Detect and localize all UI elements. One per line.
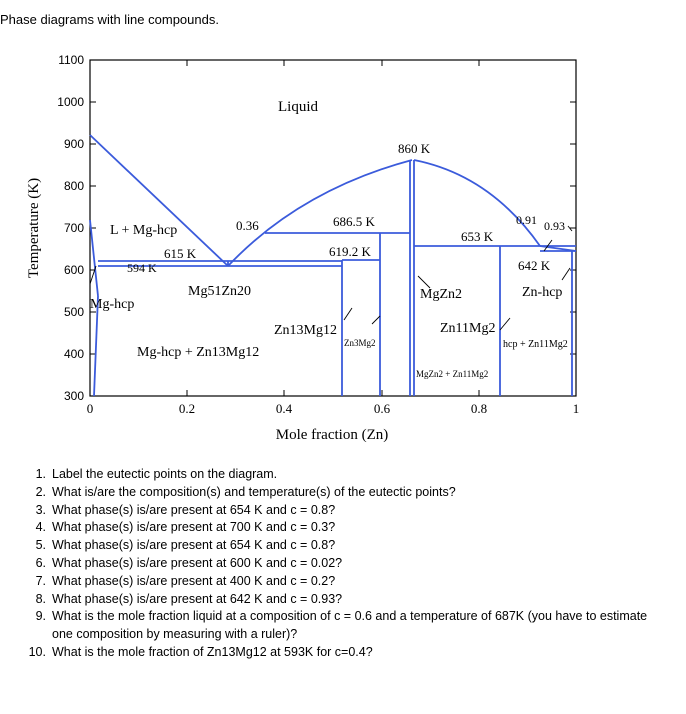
y-axis-title: Temperature (K) xyxy=(26,178,42,278)
x-ticks xyxy=(186,60,480,396)
y-tick-label: 1100 xyxy=(58,53,84,67)
leader-lines xyxy=(89,225,573,331)
y-tick-label: 700 xyxy=(64,221,84,235)
phase-diagram: 1100 1000 900 800 700 600 500 400 300 0 … xyxy=(26,53,580,443)
question-item: 4. What phase(s) is/are present at 700 K … xyxy=(20,519,660,537)
label-zn3mg2: Zn3Mg2 xyxy=(344,338,376,348)
y-tick-label: 800 xyxy=(64,179,84,193)
label-zn-hcp: Zn-hcp xyxy=(522,285,562,300)
label-0-36: 0.36 xyxy=(236,218,259,233)
label-zn11mg2: Zn11Mg2 xyxy=(440,321,495,336)
y-tick-label: 900 xyxy=(64,137,84,151)
question-text: What phase(s) is/are present at 654 K an… xyxy=(52,502,336,517)
label-686-5k: 686.5 K xyxy=(333,214,376,229)
question-text: Label the eutectic points on the diagram… xyxy=(52,467,278,481)
label-594k: 594 K xyxy=(127,261,157,275)
question-number: 2. xyxy=(35,484,46,499)
question-text: What phase(s) is/are present at 642 K an… xyxy=(52,591,343,606)
question-text: What is/are the composition(s) and tempe… xyxy=(52,484,456,499)
label-liquid: Liquid xyxy=(278,99,318,115)
label-mg51zn20: Mg51Zn20 xyxy=(188,284,251,299)
question-item: 10. What is the mole fraction of Zn13Mg12… xyxy=(20,644,660,662)
label-hcp-zn11mg2: hcp + Zn11Mg2 xyxy=(503,339,568,350)
x-tick-label: 1 xyxy=(573,401,580,416)
question-item: 1. Label the eutectic points on the diagr… xyxy=(20,466,660,484)
question-text: What phase(s) is/are present at 400 K an… xyxy=(52,573,336,588)
page-title: Phase diagrams with line compounds. xyxy=(0,12,219,27)
question-number: 4. xyxy=(35,520,46,535)
question-number: 1. xyxy=(35,467,46,481)
question-list: 1. Label the eutectic points on the diagr… xyxy=(20,466,660,662)
question-number: 3. xyxy=(35,502,46,517)
question-number: 5. xyxy=(35,538,46,553)
label-653k: 653 K xyxy=(461,229,494,244)
question-item: 8. What phase(s) is/are present at 642 K … xyxy=(20,591,660,609)
question-number: 7. xyxy=(35,573,46,588)
label-mgzn2-zn11mg2: MgZn2 + Zn11Mg2 xyxy=(416,369,488,379)
label-mg-hcp: Mg-hcp xyxy=(90,297,134,312)
question-item: 9. What is the mole fraction liquid at a … xyxy=(20,608,660,644)
question-text: What phase(s) is/are present at 700 K an… xyxy=(52,520,336,535)
y-tick-label: 400 xyxy=(64,347,84,361)
y-tick-label: 600 xyxy=(64,263,84,277)
label-mgzn2: MgZn2 xyxy=(420,287,462,302)
question-text: What is the mole fraction liquid at a co… xyxy=(52,609,648,642)
x-tick-label: 0.4 xyxy=(276,401,293,416)
x-tick-label: 0.6 xyxy=(374,401,391,416)
label-zn13mg12: Zn13Mg12 xyxy=(274,323,337,338)
question-text: What is the mole fraction of Zn13Mg12 at… xyxy=(52,644,373,659)
question-number: 10. xyxy=(28,644,46,659)
question-number: 9. xyxy=(35,609,46,624)
label-642k: 642 K xyxy=(518,258,551,273)
x-axis-title: Mole fraction (Zn) xyxy=(276,427,388,443)
phase-boundaries xyxy=(89,134,577,397)
label-860k: 860 K xyxy=(398,141,431,156)
question-text: What phase(s) is/are present at 600 K an… xyxy=(52,555,343,570)
x-tick-label: 0 xyxy=(87,401,94,416)
question-number: 8. xyxy=(35,591,46,606)
question-item: 6. What phase(s) is/are present at 600 K … xyxy=(20,555,660,573)
x-tick-label: 0.2 xyxy=(179,401,195,416)
y-tick-label: 1000 xyxy=(57,95,84,109)
question-item: 2. What is/are the composition(s) and tem… xyxy=(20,484,660,502)
question-item: 3. What phase(s) is/are present at 654 K … xyxy=(20,502,660,520)
label-615k: 615 K xyxy=(164,246,197,261)
y-ticks xyxy=(90,59,576,355)
x-tick-label: 0.8 xyxy=(471,401,487,416)
label-l-mg-hcp: L + Mg-hcp xyxy=(110,223,177,238)
label-0-93: 0.93 xyxy=(544,219,565,233)
question-item: 5. What phase(s) is/are present at 654 K … xyxy=(20,537,660,555)
y-tick-label: 300 xyxy=(64,389,84,403)
question-text: What phase(s) is/are present at 654 K an… xyxy=(52,538,336,553)
label-0-91: 0.91 xyxy=(516,213,537,227)
label-619-2k: 619.2 K xyxy=(329,244,372,259)
question-item: 7. What phase(s) is/are present at 400 K … xyxy=(20,573,660,591)
y-tick-label: 500 xyxy=(64,305,84,319)
label-mghcp-zn13mg12: Mg-hcp + Zn13Mg12 xyxy=(137,345,259,360)
question-number: 6. xyxy=(35,555,46,570)
